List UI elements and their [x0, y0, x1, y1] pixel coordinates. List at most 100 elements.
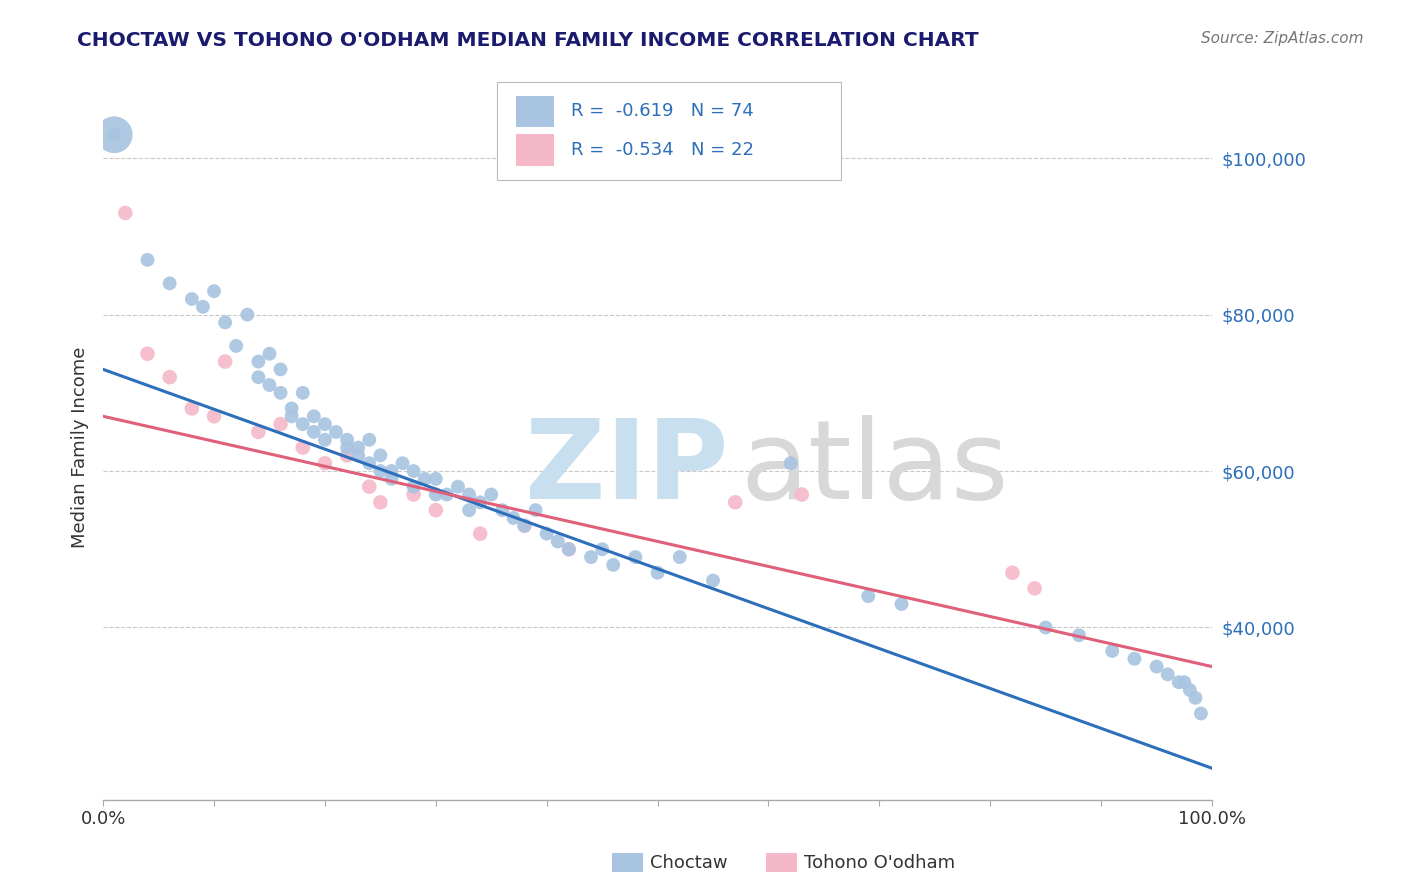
Point — [513, 518, 536, 533]
Point — [236, 308, 259, 322]
Text: Source: ZipAtlas.com: Source: ZipAtlas.com — [1201, 31, 1364, 46]
Point — [280, 409, 302, 424]
Point — [202, 284, 225, 298]
Point — [413, 472, 436, 486]
Point — [458, 487, 481, 501]
Point — [247, 354, 270, 368]
Point — [702, 574, 724, 588]
Point — [425, 487, 447, 501]
Point — [247, 370, 270, 384]
Point — [314, 417, 336, 431]
Point — [347, 449, 370, 463]
Point — [779, 456, 801, 470]
Point — [425, 503, 447, 517]
Point — [270, 362, 292, 376]
Point — [558, 542, 581, 557]
Point — [436, 487, 458, 501]
Point — [647, 566, 669, 580]
Point — [314, 456, 336, 470]
Point — [890, 597, 912, 611]
Point — [314, 433, 336, 447]
FancyBboxPatch shape — [496, 81, 841, 180]
Point — [270, 385, 292, 400]
Point — [380, 464, 402, 478]
Point — [458, 503, 481, 517]
Point — [1189, 706, 1212, 721]
Point — [1123, 652, 1146, 666]
Point — [470, 495, 492, 509]
Point — [370, 449, 392, 463]
Point — [724, 495, 747, 509]
Point — [579, 550, 602, 565]
Point — [858, 589, 880, 603]
Point — [391, 456, 413, 470]
Point — [1067, 628, 1090, 642]
Point — [591, 542, 613, 557]
Point — [214, 315, 236, 329]
Point — [302, 409, 325, 424]
Point — [159, 370, 181, 384]
Point — [103, 128, 125, 142]
Point — [159, 277, 181, 291]
Text: ZIP: ZIP — [524, 415, 728, 522]
Point — [547, 534, 569, 549]
Point — [790, 487, 813, 501]
Point — [214, 354, 236, 368]
Point — [402, 487, 425, 501]
Point — [114, 206, 136, 220]
Point — [370, 495, 392, 509]
Point — [370, 464, 392, 478]
Point — [1157, 667, 1180, 681]
Point — [359, 456, 381, 470]
Point — [325, 425, 347, 439]
Point — [247, 425, 270, 439]
Point — [291, 417, 314, 431]
Point — [259, 378, 281, 392]
Point — [336, 441, 359, 455]
Point — [524, 503, 547, 517]
FancyBboxPatch shape — [516, 135, 554, 166]
Point — [136, 347, 159, 361]
Point — [191, 300, 214, 314]
Text: CHOCTAW VS TOHONO O'ODHAM MEDIAN FAMILY INCOME CORRELATION CHART: CHOCTAW VS TOHONO O'ODHAM MEDIAN FAMILY … — [77, 31, 979, 50]
Point — [180, 401, 202, 416]
Text: atlas: atlas — [741, 415, 1010, 522]
Point — [425, 472, 447, 486]
Point — [1001, 566, 1024, 580]
Point — [1101, 644, 1123, 658]
Point — [1024, 582, 1046, 596]
Point — [624, 550, 647, 565]
Point — [402, 480, 425, 494]
Point — [380, 472, 402, 486]
Text: Choctaw: Choctaw — [650, 854, 727, 871]
Point — [180, 292, 202, 306]
Point — [336, 449, 359, 463]
Point — [479, 487, 502, 501]
Point — [136, 252, 159, 267]
Point — [402, 464, 425, 478]
FancyBboxPatch shape — [516, 95, 554, 128]
Point — [470, 526, 492, 541]
Point — [1167, 675, 1189, 690]
Point — [1184, 690, 1206, 705]
Point — [259, 347, 281, 361]
Point — [336, 433, 359, 447]
Point — [202, 409, 225, 424]
Point — [359, 480, 381, 494]
Point — [359, 433, 381, 447]
Point — [1146, 659, 1168, 673]
Point — [502, 511, 524, 525]
Point — [1173, 675, 1195, 690]
Point — [513, 518, 536, 533]
Point — [1035, 620, 1057, 634]
Point — [291, 441, 314, 455]
Text: R =  -0.534   N = 22: R = -0.534 N = 22 — [571, 141, 754, 159]
Text: Tohono O'odham: Tohono O'odham — [804, 854, 955, 871]
Point — [270, 417, 292, 431]
Text: R =  -0.619   N = 74: R = -0.619 N = 74 — [571, 103, 754, 120]
Point — [1178, 683, 1201, 698]
Point — [103, 128, 125, 142]
Point — [536, 526, 558, 541]
Y-axis label: Median Family Income: Median Family Income — [72, 347, 89, 549]
Point — [291, 385, 314, 400]
